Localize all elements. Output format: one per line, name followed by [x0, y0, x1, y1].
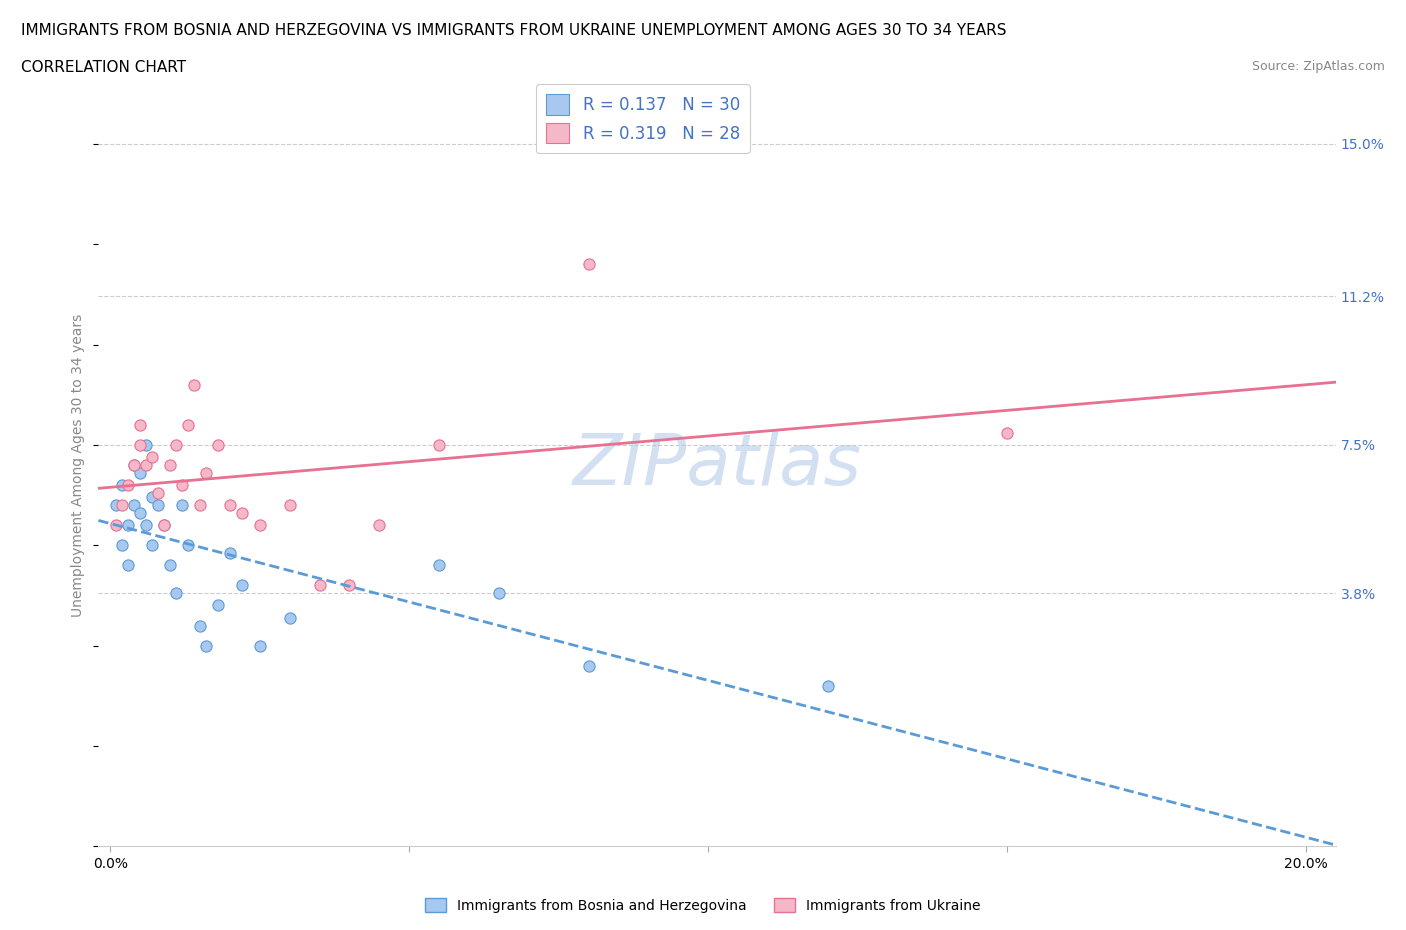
- Point: [135, 518, 157, 533]
- Point: [219, 498, 242, 512]
- Point: [249, 518, 271, 533]
- Point: [995, 425, 1018, 440]
- Point: [488, 586, 510, 601]
- Point: [129, 437, 152, 452]
- Point: [249, 638, 271, 653]
- Point: [159, 458, 181, 472]
- Point: [177, 418, 200, 432]
- Point: [148, 498, 170, 512]
- Point: [124, 458, 146, 472]
- Point: [111, 538, 134, 552]
- Point: [195, 466, 218, 481]
- Point: [207, 598, 229, 613]
- Text: IMMIGRANTS FROM BOSNIA AND HERZEGOVINA VS IMMIGRANTS FROM UKRAINE UNEMPLOYMENT A: IMMIGRANTS FROM BOSNIA AND HERZEGOVINA V…: [21, 23, 1007, 38]
- Point: [129, 418, 152, 432]
- Point: [172, 498, 194, 512]
- Point: [427, 437, 450, 452]
- Point: [153, 518, 176, 533]
- Point: [207, 437, 229, 452]
- Text: CORRELATION CHART: CORRELATION CHART: [21, 60, 186, 75]
- Point: [231, 578, 253, 592]
- Point: [141, 490, 163, 505]
- Point: [195, 638, 218, 653]
- Point: [165, 437, 187, 452]
- Point: [117, 518, 139, 533]
- Point: [105, 518, 128, 533]
- Point: [172, 478, 194, 493]
- Point: [153, 518, 176, 533]
- Point: [129, 466, 152, 481]
- Point: [165, 586, 187, 601]
- Point: [278, 498, 301, 512]
- Point: [141, 538, 163, 552]
- Point: [368, 518, 391, 533]
- Point: [188, 498, 211, 512]
- Point: [159, 558, 181, 573]
- Point: [578, 658, 600, 673]
- Point: [117, 478, 139, 493]
- Point: [124, 458, 146, 472]
- Point: [308, 578, 330, 592]
- Point: [141, 449, 163, 464]
- Point: [111, 498, 134, 512]
- Text: Source: ZipAtlas.com: Source: ZipAtlas.com: [1251, 60, 1385, 73]
- Point: [148, 485, 170, 500]
- Point: [427, 558, 450, 573]
- Legend: R = 0.137   N = 30, R = 0.319   N = 28: R = 0.137 N = 30, R = 0.319 N = 28: [536, 85, 749, 153]
- Point: [135, 437, 157, 452]
- Y-axis label: Unemployment Among Ages 30 to 34 years: Unemployment Among Ages 30 to 34 years: [72, 313, 86, 617]
- Point: [117, 558, 139, 573]
- Legend: Immigrants from Bosnia and Herzegovina, Immigrants from Ukraine: Immigrants from Bosnia and Herzegovina, …: [419, 893, 987, 919]
- Point: [177, 538, 200, 552]
- Point: [278, 610, 301, 625]
- Point: [188, 618, 211, 633]
- Text: ZIPatlas: ZIPatlas: [572, 431, 862, 499]
- Point: [183, 378, 205, 392]
- Point: [231, 506, 253, 521]
- Point: [817, 678, 839, 693]
- Point: [111, 478, 134, 493]
- Point: [105, 498, 128, 512]
- Point: [219, 546, 242, 561]
- Point: [339, 578, 361, 592]
- Point: [124, 498, 146, 512]
- Point: [578, 257, 600, 272]
- Point: [129, 506, 152, 521]
- Point: [135, 458, 157, 472]
